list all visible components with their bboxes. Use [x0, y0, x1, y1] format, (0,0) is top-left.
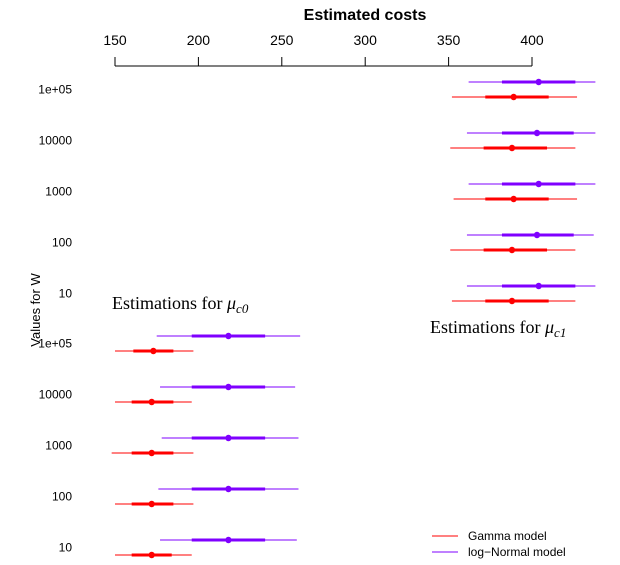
x-tick-label: 200: [187, 32, 211, 48]
series-gamma: [111, 347, 194, 559]
x-tick-label: 150: [103, 32, 127, 48]
point-estimate: [148, 500, 155, 508]
panel-annotation: Estimations for μc0: [112, 293, 249, 316]
y-category-label: 1e+05: [38, 83, 72, 97]
point-estimate: [148, 449, 155, 457]
point-estimate: [225, 536, 232, 544]
series-lognormal: [156, 332, 301, 544]
point-estimate: [508, 144, 516, 152]
legend-label: log−Normal model: [468, 545, 566, 559]
point-estimate: [510, 195, 517, 203]
point-estimate: [225, 383, 232, 391]
x-tick-label: 400: [520, 32, 544, 48]
x-axis: 150 200 250 300 350 400: [103, 32, 544, 67]
x-tick-label: 250: [270, 32, 294, 48]
y-category-label: 10000: [39, 134, 73, 148]
x-tick-label: 300: [354, 32, 378, 48]
legend-label: Gamma model: [468, 529, 547, 543]
y-category-label: 100: [52, 236, 72, 250]
y-category-label: 1000: [45, 439, 72, 453]
y-category-label: 100: [52, 490, 72, 504]
y-category-label: 1000: [45, 185, 72, 199]
point-estimate: [225, 485, 232, 493]
series-lognormal: [466, 78, 596, 290]
point-estimate: [510, 93, 517, 101]
y-category-label: 10: [59, 287, 73, 301]
point-estimate: [533, 231, 541, 239]
point-estimate: [225, 332, 232, 340]
panel-annotation: Estimations for μc1: [430, 317, 566, 340]
point-estimate: [535, 180, 542, 188]
annotation-prefix: Estimations for: [430, 317, 545, 337]
annotation-subscript: c0: [236, 301, 249, 316]
point-estimate: [148, 398, 155, 406]
point-estimate: [535, 78, 542, 86]
annotation-prefix: Estimations for: [112, 293, 227, 313]
point-estimate: [533, 129, 541, 137]
point-estimate: [148, 551, 155, 559]
panel-mu-c0: 1e+05 10000 1000 100 10 Estimations for μc0: [38, 293, 301, 559]
series-gamma: [450, 93, 578, 305]
point-estimate: [508, 246, 516, 254]
annotation-subscript: c1: [554, 325, 566, 340]
legend: Gamma model log−Normal model: [432, 529, 566, 559]
point-estimate: [150, 347, 157, 355]
point-estimate: [225, 434, 232, 442]
chart-title: Estimated costs: [304, 7, 427, 24]
y-category-label: 10: [59, 541, 73, 555]
y-category-label: 1e+05: [38, 337, 72, 351]
point-estimate: [508, 297, 516, 305]
x-tick-label: 350: [437, 32, 461, 48]
annotation-symbol: μ: [544, 317, 554, 337]
point-estimate: [535, 282, 542, 290]
annotation-symbol: μ: [226, 293, 236, 313]
y-axis-title: Values for W: [28, 273, 43, 347]
y-category-label: 10000: [39, 388, 73, 402]
